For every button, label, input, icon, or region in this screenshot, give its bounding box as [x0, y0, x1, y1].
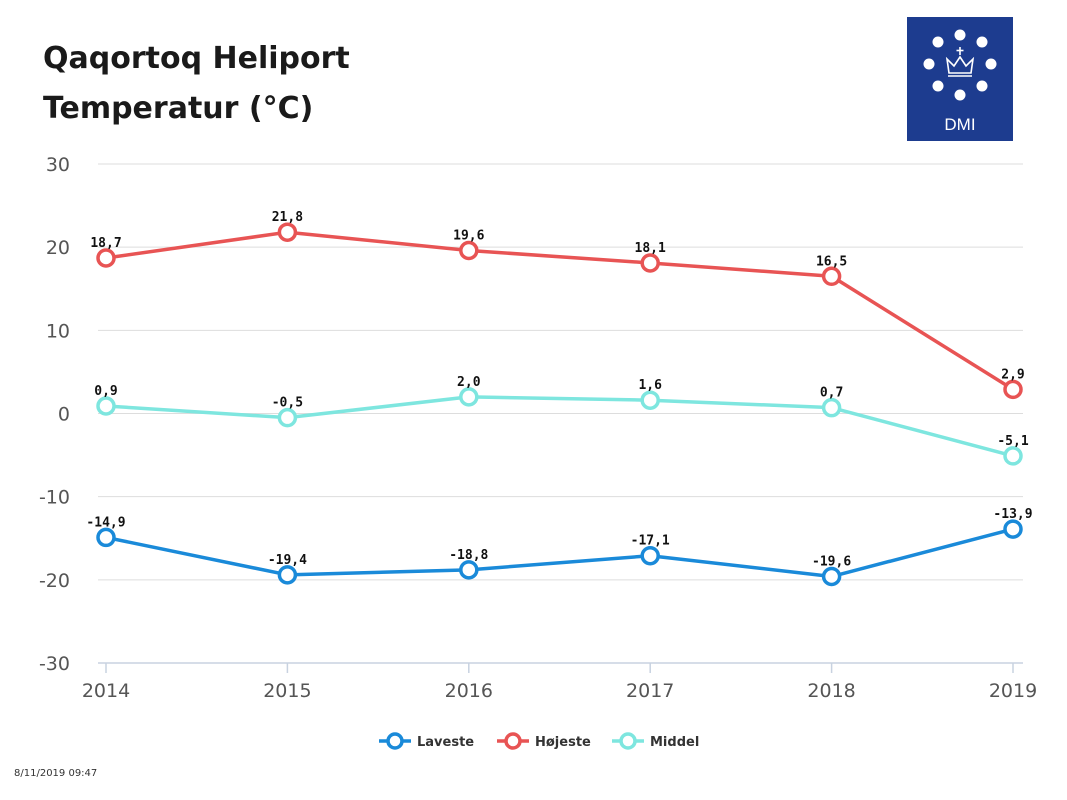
- y-tick-label: -30: [39, 653, 70, 675]
- data-label: -13,9: [993, 507, 1032, 522]
- data-point: [1003, 446, 1023, 466]
- data-point: [459, 560, 479, 580]
- x-tick-label: 2016: [445, 680, 493, 702]
- legend-marker: [619, 732, 637, 750]
- x-tick-label: 2019: [989, 680, 1037, 702]
- crown-icon: [923, 29, 997, 101]
- data-label: -17,1: [631, 534, 670, 549]
- data-label: 1,6: [638, 378, 662, 393]
- legend-marker: [386, 732, 404, 750]
- timestamp: 8/11/2019 09:47: [14, 768, 98, 779]
- data-label: -5,1: [997, 434, 1028, 449]
- data-point: [821, 397, 842, 418]
- chart-title-line-1: Qaqortoq Heliport: [43, 41, 350, 76]
- series-line-middel: [104, 395, 1015, 458]
- x-tick-label: 2018: [807, 680, 855, 702]
- legend-label: Middel: [650, 735, 699, 750]
- data-point: [96, 396, 116, 416]
- data-point: [821, 266, 842, 287]
- data-point: [277, 565, 298, 585]
- y-tick-label: 10: [46, 320, 70, 342]
- data-label: -19,6: [812, 555, 851, 570]
- data-point: [277, 407, 298, 428]
- data-point: [459, 387, 479, 407]
- chart-title: Qaqortoq Heliport Temperatur (°C): [43, 34, 350, 134]
- data-label: 18,1: [635, 241, 666, 256]
- data-label: 2,9: [1001, 367, 1024, 382]
- data-point: [1003, 379, 1023, 400]
- y-tick-label: 0: [58, 404, 70, 426]
- y-tick-label: 30: [46, 154, 70, 176]
- legend-marker: [504, 732, 522, 750]
- series-line-laveste: [104, 527, 1015, 579]
- data-point: [821, 566, 842, 587]
- data-label: 2,0: [457, 375, 481, 390]
- y-tick-label: 20: [46, 237, 70, 259]
- data-label: 0,7: [820, 386, 843, 401]
- data-point: [459, 240, 479, 261]
- legend-label: Laveste: [417, 735, 474, 750]
- data-label: 18,7: [90, 236, 121, 251]
- x-tick-label: 2014: [82, 680, 130, 702]
- data-label: -19,4: [268, 553, 307, 568]
- data-point: [277, 222, 298, 242]
- data-label: 0,9: [94, 384, 117, 399]
- legend-label: Højeste: [535, 735, 591, 750]
- data-label: -14,9: [86, 515, 125, 530]
- data-point: [640, 390, 660, 410]
- x-tick-label: 2017: [626, 680, 674, 702]
- y-tick-label: -10: [39, 487, 70, 509]
- series-line-højeste: [104, 230, 1015, 392]
- data-label: 19,6: [453, 228, 484, 243]
- dmi-logo: DMI: [907, 17, 1013, 141]
- data-label: -0,5: [272, 396, 303, 411]
- data-label: 16,5: [816, 254, 847, 269]
- chart-title-line-2: Temperatur (°C): [43, 91, 314, 126]
- data-label: 21,8: [272, 210, 303, 225]
- data-point: [96, 527, 116, 548]
- x-tick-label: 2015: [263, 680, 311, 702]
- data-point: [640, 253, 660, 273]
- data-point: [1003, 519, 1023, 539]
- data-point: [96, 248, 116, 268]
- dmi-logo-text: DMI: [944, 115, 976, 134]
- y-tick-label: -20: [39, 570, 70, 592]
- data-label: -18,8: [449, 548, 488, 563]
- data-point: [640, 545, 660, 566]
